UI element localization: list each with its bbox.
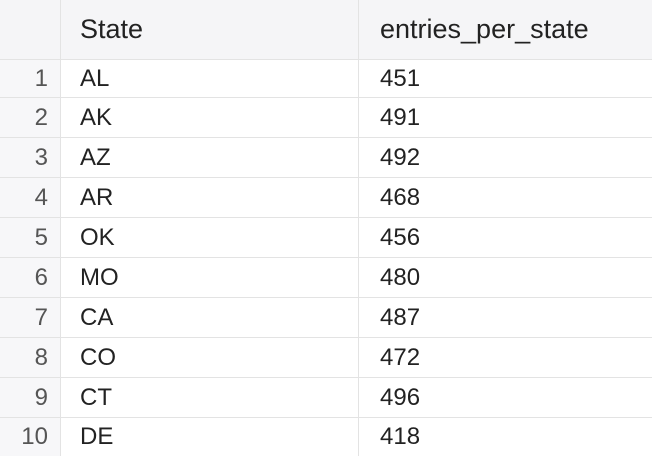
state-cell[interactable]: DE — [61, 418, 359, 456]
entries-cell[interactable]: 451 — [380, 64, 421, 92]
row-index: 10 — [0, 418, 61, 456]
state-cell[interactable]: AR — [61, 178, 359, 217]
row-index: 9 — [0, 378, 61, 417]
row-index-header — [0, 0, 61, 59]
table-row[interactable]: 9 CT 496 — [0, 378, 652, 418]
entries-cell[interactable]: 468 — [380, 183, 421, 211]
table-row[interactable]: 5 OK 456 — [0, 218, 652, 258]
table-row[interactable]: 10 DE 418 — [0, 418, 652, 456]
row-index: 4 — [0, 178, 61, 217]
entries-cell[interactable]: 472 — [380, 343, 421, 371]
entries-cell[interactable]: 480 — [380, 263, 421, 291]
state-cell[interactable]: CA — [61, 298, 359, 337]
state-cell[interactable]: CO — [61, 338, 359, 377]
row-index: 7 — [0, 298, 61, 337]
entries-cell[interactable]: 491 — [380, 103, 421, 131]
table-row[interactable]: 6 MO 480 — [0, 258, 652, 298]
entries-cell[interactable]: 456 — [380, 223, 421, 251]
row-index: 6 — [0, 258, 61, 297]
row-index: 5 — [0, 218, 61, 257]
entries-cell[interactable]: 487 — [380, 303, 421, 331]
state-cell[interactable]: MO — [61, 258, 359, 297]
state-cell[interactable]: AZ — [61, 138, 359, 177]
table-row[interactable]: 8 CO 472 — [0, 338, 652, 378]
row-index: 8 — [0, 338, 61, 377]
row-index: 2 — [0, 98, 61, 137]
entries-cell[interactable]: 418 — [380, 423, 421, 450]
table-row[interactable]: 1 AL 451 — [0, 60, 652, 98]
row-index: 3 — [0, 138, 61, 177]
column-header-state[interactable]: State — [61, 0, 359, 59]
table-row[interactable]: 4 AR 468 — [0, 178, 652, 218]
column-header-entries-per-state[interactable]: entries_per_state — [380, 14, 589, 44]
state-cell[interactable]: AL — [61, 60, 359, 97]
state-cell[interactable]: AK — [61, 98, 359, 137]
table-row[interactable]: 3 AZ 492 — [0, 138, 652, 178]
state-cell[interactable]: CT — [61, 378, 359, 417]
table-row[interactable]: 7 CA 487 — [0, 298, 652, 338]
row-index: 1 — [0, 60, 61, 97]
state-cell[interactable]: OK — [61, 218, 359, 257]
entries-cell[interactable]: 492 — [380, 143, 421, 171]
entries-cell[interactable]: 496 — [380, 383, 421, 411]
table-header: State entries_per_state — [0, 0, 652, 60]
table-row[interactable]: 2 AK 491 — [0, 98, 652, 138]
